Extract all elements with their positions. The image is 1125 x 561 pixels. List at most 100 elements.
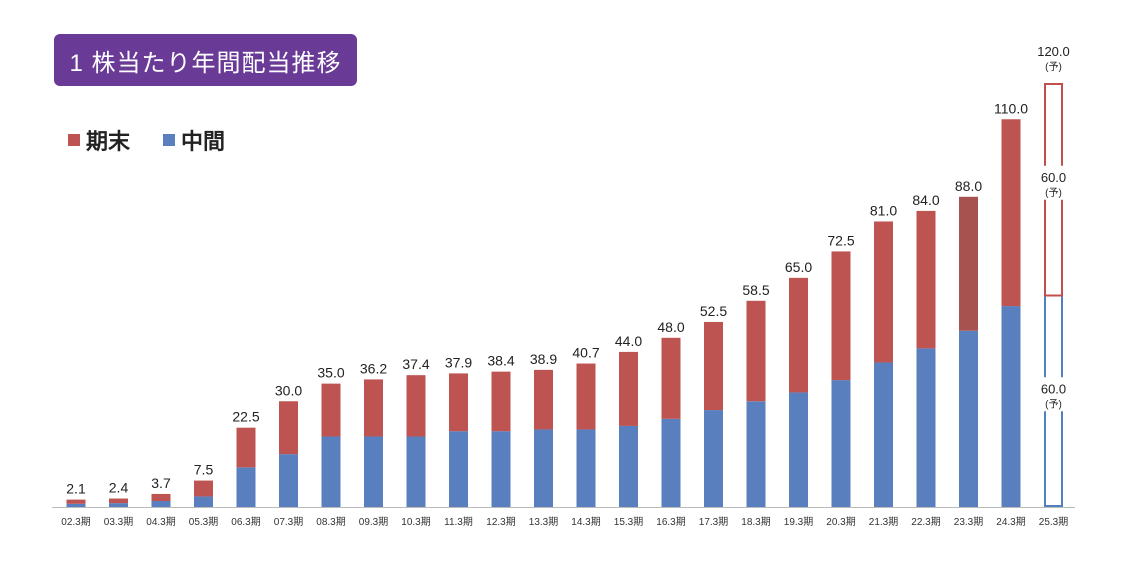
x-tick-label: 19.3期 <box>784 516 813 528</box>
bar-chukan <box>1001 306 1021 507</box>
bar-chukan <box>831 380 851 507</box>
data-label-total: 84.0 <box>912 192 939 208</box>
bar-chukan <box>321 436 341 507</box>
x-tick-label: 10.3期 <box>401 516 430 528</box>
bar-chukan <box>364 436 383 507</box>
bar-kimatsu <box>194 480 213 497</box>
bar-chukan <box>576 429 596 507</box>
x-tick-label: 16.3期 <box>656 516 685 528</box>
x-tick-label: 17.3期 <box>699 516 728 528</box>
x-tick-label: 05.3期 <box>189 516 218 528</box>
bar-chukan <box>619 425 638 507</box>
bar-chukan <box>406 436 426 507</box>
x-tick-label: 08.3期 <box>316 516 345 528</box>
bar-chukan <box>661 418 681 507</box>
bar-kimatsu <box>704 321 723 411</box>
forecast-label-bg <box>1042 165 1065 200</box>
bar-chukan <box>194 496 213 507</box>
bar-kimatsu <box>534 369 553 430</box>
bar-kimatsu <box>746 300 766 402</box>
bar-kimatsu <box>109 498 128 504</box>
bar-kimatsu <box>1001 119 1021 307</box>
x-tick-label: 24.3期 <box>996 516 1025 528</box>
x-tick-label: 21.3期 <box>869 516 898 528</box>
data-label-total: 2.4 <box>109 480 129 496</box>
data-label-total: 44.0 <box>615 333 642 349</box>
forecast-label-bg <box>1042 377 1065 412</box>
data-label-total: 40.7 <box>572 345 599 361</box>
data-label-total: 38.4 <box>487 353 514 369</box>
bar-chukan <box>746 401 766 507</box>
x-tick-label: 02.3期 <box>61 516 90 528</box>
bar-chukan <box>109 503 128 507</box>
data-label-total: 120.0 <box>1037 44 1070 59</box>
data-label-total: 3.7 <box>151 475 171 491</box>
data-label-total: 37.4 <box>402 356 429 372</box>
x-tick-label: 25.3期 <box>1039 516 1068 528</box>
data-label-total: 65.0 <box>785 259 812 275</box>
legend-swatch-kimatsu <box>68 134 80 146</box>
legend-label-kimatsu: 期末 <box>86 129 131 154</box>
data-label-total: 88.0 <box>955 178 982 194</box>
x-tick-label: 22.3期 <box>911 516 940 528</box>
bar-kimatsu <box>661 337 681 419</box>
bar-chukan <box>704 410 723 507</box>
chart-title: 1 株当たり年間配当推移 <box>54 34 357 86</box>
data-label-total: 36.2 <box>360 360 387 376</box>
legend-item-kimatsu: 期末 <box>68 124 130 156</box>
bar-kimatsu <box>279 401 298 455</box>
x-tick-label: 11.3期 <box>444 516 473 528</box>
bar-kimatsu <box>789 277 808 393</box>
bar-chukan <box>789 392 808 507</box>
data-label-total: 30.0 <box>275 382 302 398</box>
data-label-kimatsu: 60.0 <box>1041 170 1066 185</box>
x-tick-label: 07.3期 <box>274 516 303 528</box>
x-tick-label: 13.3期 <box>529 516 558 528</box>
bar-kimatsu <box>916 210 936 349</box>
data-label-total: 110.0 <box>994 100 1028 116</box>
data-label-total: 72.5 <box>827 232 854 248</box>
data-label-chukan: 60.0 <box>1041 381 1066 396</box>
bar-kimatsu <box>874 221 893 363</box>
bar-kimatsu <box>959 196 978 331</box>
bar-kimatsu <box>576 363 596 430</box>
x-tick-label: 18.3期 <box>741 516 770 528</box>
x-tick-label: 20.3期 <box>826 516 855 528</box>
bar-kimatsu <box>364 379 383 437</box>
data-label-total: 52.5 <box>700 303 727 319</box>
data-label-total: 35.0 <box>317 365 344 381</box>
bar-chukan <box>534 429 553 507</box>
data-label-total: 7.5 <box>194 462 214 478</box>
data-label-total: 37.9 <box>445 354 472 370</box>
bar-chukan <box>449 431 468 507</box>
bar-chukan <box>279 454 298 507</box>
forecast-note: (予) <box>1045 398 1062 410</box>
x-tick-label: 12.3期 <box>486 516 515 528</box>
bar-kimatsu <box>321 383 341 437</box>
forecast-note: (予) <box>1045 61 1062 73</box>
forecast-note: (予) <box>1045 187 1062 199</box>
bar-chukan <box>151 501 171 507</box>
bar-kimatsu <box>151 493 171 502</box>
x-tick-label: 14.3期 <box>571 516 600 528</box>
bar-kimatsu <box>831 251 851 381</box>
data-label-total: 81.0 <box>870 202 897 218</box>
bar-chukan <box>916 348 936 507</box>
bar-chukan <box>959 330 978 507</box>
bar-kimatsu <box>236 427 256 468</box>
bar-chukan <box>236 467 256 507</box>
bar-chukan <box>66 503 86 507</box>
bar-chukan <box>491 431 511 507</box>
bar-kimatsu <box>619 351 638 426</box>
bar-kimatsu <box>449 373 468 432</box>
data-label-total: 22.5 <box>232 409 259 425</box>
x-tick-label: 23.3期 <box>954 516 983 528</box>
legend-item-chukan: 中間 <box>163 124 225 156</box>
bar-kimatsu <box>66 499 86 504</box>
x-tick-label: 04.3期 <box>146 516 175 528</box>
data-label-total: 38.9 <box>530 351 557 367</box>
x-tick-label: 15.3期 <box>614 516 643 528</box>
data-label-total: 48.0 <box>657 319 684 335</box>
x-tick-label: 03.3期 <box>104 516 133 528</box>
